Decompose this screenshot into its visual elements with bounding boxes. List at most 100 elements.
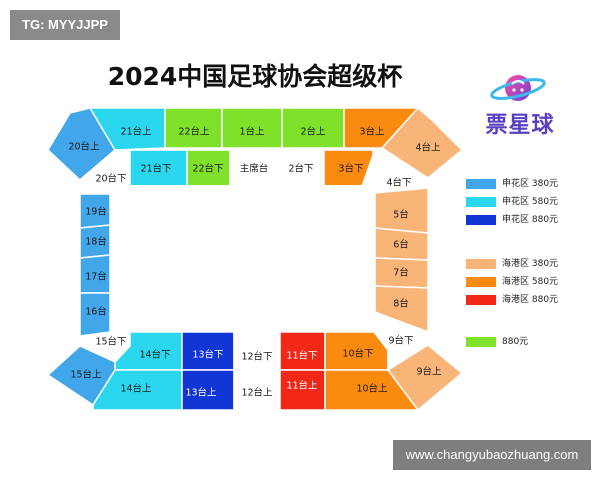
section-s2d[interactable]: 2台下: [277, 149, 325, 187]
section-s9u[interactable]: 9台上: [386, 344, 464, 412]
section-label: 2台上: [300, 126, 326, 138]
section-s17[interactable]: 17台: [79, 254, 111, 294]
section-s22d[interactable]: 22台下: [186, 149, 231, 187]
section-shape: [79, 292, 111, 337]
section-label: 12台下: [241, 351, 272, 363]
section-s1u[interactable]: 1台上: [221, 107, 283, 149]
section-s13d[interactable]: 13台下: [181, 331, 235, 371]
section-label: 13台下: [192, 349, 223, 361]
sections-layer: 20台上 21台上 22台上 1台上 2台上 3台上 4台上 20台下 21台下 22台下 主席台 2…: [46, 106, 464, 412]
section-label: 3台上: [359, 126, 385, 138]
section-s8[interactable]: 8台: [374, 285, 429, 334]
section-s11u[interactable]: 11台上: [279, 369, 326, 411]
section-s18[interactable]: 18台: [79, 224, 111, 259]
section-label: 22台上: [178, 126, 210, 138]
legend-item: 海港区 880元: [466, 294, 596, 308]
legend-swatch: [466, 179, 496, 189]
section-label: 21台上: [120, 126, 152, 138]
section-label: 21台下: [140, 163, 171, 175]
section-s4d[interactable]: 4台下: [373, 148, 425, 189]
section-s12d[interactable]: 12台下: [233, 331, 281, 371]
section-s11d[interactable]: 11台下: [279, 331, 326, 371]
section-label: 11台下: [286, 350, 317, 362]
section-label: 10台上: [356, 383, 388, 395]
section-label: 13台上: [185, 387, 217, 399]
section-label: 15台上: [70, 369, 102, 381]
section-shape: [380, 106, 464, 179]
section-s7[interactable]: 7台: [374, 257, 429, 289]
section-s6[interactable]: 6台: [374, 227, 429, 261]
section-s13u[interactable]: 13台上: [181, 369, 235, 411]
section-label: 16台: [85, 306, 107, 318]
section-s4u[interactable]: 4台上: [380, 106, 464, 179]
planet-icon: [490, 75, 546, 101]
legend-item: 海港区 580元: [466, 276, 596, 290]
section-label: 5台: [393, 209, 409, 221]
section-label: 19台: [85, 206, 107, 218]
section-label: 20台下: [95, 173, 126, 185]
section-label: 3台下: [338, 163, 363, 175]
legend-label: 海港区 880元: [502, 295, 559, 305]
section-label: 14台下: [139, 349, 170, 361]
section-label: 2台下: [288, 163, 313, 175]
section-main[interactable]: 主席台: [229, 149, 279, 187]
section-s19[interactable]: 19台: [79, 193, 111, 229]
legend-item: 申花区 380元: [466, 178, 596, 192]
section-s5[interactable]: 5台: [374, 187, 429, 234]
section-label: 15台下: [95, 336, 126, 348]
section-s12u[interactable]: 12台上: [233, 369, 281, 411]
section-label: 12台上: [241, 387, 273, 399]
section-s16[interactable]: 16台: [79, 292, 111, 337]
pitch-area: [118, 185, 374, 332]
section-label: 主席台: [240, 163, 269, 175]
section-label: 18台: [85, 236, 107, 248]
section-label: 7台: [393, 267, 409, 279]
section-label: 14台上: [120, 383, 152, 395]
legend-swatch: [466, 337, 496, 347]
page-title: 2024中国足球协会超级杯: [107, 62, 403, 91]
legend-label: 880元: [502, 337, 529, 347]
logo-text: 票星球: [485, 113, 555, 138]
section-label: 22台下: [192, 163, 223, 175]
section-label: 6台: [393, 239, 409, 251]
legend-item: 申花区 580元: [466, 196, 596, 210]
section-s21d[interactable]: 21台下: [129, 149, 188, 187]
watermark-badge: TG: MYYJJPP: [10, 10, 120, 40]
section-label: 9台下: [388, 335, 413, 347]
section-shape: [373, 148, 425, 189]
section-s14u[interactable]: 14台上: [92, 369, 183, 411]
section-shape: [79, 149, 131, 186]
section-s3d[interactable]: 3台下: [323, 149, 374, 187]
section-shape: [323, 149, 374, 187]
section-shape: [386, 344, 464, 412]
section-label: 9台上: [416, 366, 442, 378]
section-shape: [92, 369, 183, 411]
legend-label: 申花区 380元: [502, 179, 559, 189]
section-s3u[interactable]: 3台上: [343, 107, 420, 149]
legend-swatch: [466, 259, 496, 269]
section-s2u[interactable]: 2台上: [281, 107, 345, 149]
section-label: 8台: [393, 298, 409, 310]
section-label: 4台上: [415, 142, 441, 154]
legend-label: 申花区 580元: [502, 197, 559, 207]
legend-swatch: [466, 277, 496, 287]
legend-swatch: [466, 295, 496, 305]
legend-swatch: [466, 197, 496, 207]
section-label: 17台: [85, 271, 107, 283]
legend-item: 申花区 880元: [466, 214, 596, 228]
legend-label: 海港区 580元: [502, 277, 559, 287]
website-footer: www.changyubaozhuang.com: [393, 440, 591, 470]
section-s22u[interactable]: 22台上: [164, 107, 223, 149]
section-label: 4台下: [386, 177, 411, 189]
legend-swatch: [466, 215, 496, 225]
section-s15d[interactable]: 15台下: [79, 331, 131, 363]
section-label: 11台上: [286, 380, 318, 392]
legend-item: 海港区 380元: [466, 258, 596, 272]
section-s20d[interactable]: 20台下: [79, 149, 131, 186]
section-label: 1台上: [239, 126, 265, 138]
section-label: 10台下: [342, 348, 373, 360]
legend-label: 申花区 880元: [502, 215, 559, 225]
legend-label: 海港区 380元: [502, 259, 559, 269]
